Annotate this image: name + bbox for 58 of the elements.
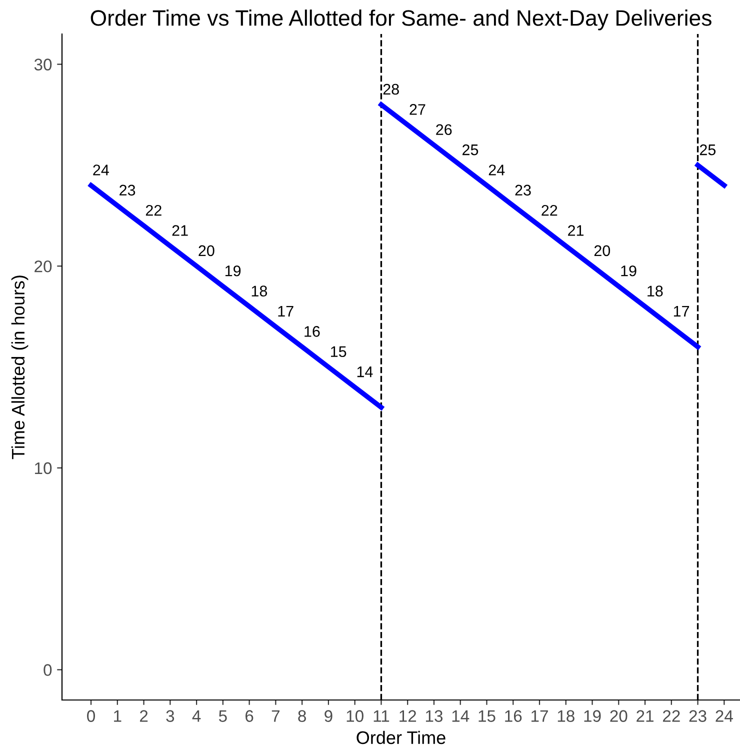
data-label: 23 bbox=[120, 184, 136, 196]
x-tick-label: 13 bbox=[426, 710, 443, 722]
x-tick-label: 8 bbox=[298, 710, 306, 722]
data-label: 26 bbox=[436, 124, 452, 136]
x-tick-label: 2 bbox=[140, 710, 148, 722]
x-tick-label: 10 bbox=[346, 710, 364, 722]
x-tick-label: 18 bbox=[558, 710, 574, 722]
data-label: 24 bbox=[488, 164, 505, 176]
x-tick-label: 17 bbox=[532, 710, 548, 722]
line-series bbox=[378, 102, 700, 350]
data-label: 25 bbox=[462, 144, 478, 156]
data-label: 27 bbox=[410, 104, 426, 115]
data-label: 19 bbox=[225, 265, 241, 276]
x-tick-label: 15 bbox=[478, 710, 496, 722]
x-tick-label: 4 bbox=[192, 710, 201, 722]
y-tick-label: 0 bbox=[44, 664, 52, 676]
data-label: 21 bbox=[568, 225, 584, 236]
data-label: 18 bbox=[252, 286, 268, 296]
data-label: 18 bbox=[648, 286, 663, 296]
data-label: 17 bbox=[674, 306, 690, 317]
x-tick-label: 23 bbox=[689, 710, 706, 722]
x-tick-label: 12 bbox=[400, 710, 416, 722]
y-tick-label: 10 bbox=[35, 462, 52, 474]
x-axis-title: Order Time bbox=[356, 730, 446, 744]
y-tick-label: 30 bbox=[34, 58, 52, 70]
x-tick-label: 19 bbox=[584, 710, 601, 722]
x-tick-label: 9 bbox=[324, 710, 332, 722]
data-label: 23 bbox=[515, 184, 531, 196]
x-tick-label: 21 bbox=[636, 710, 654, 722]
chart-title: Order Time vs Time Allotted for Same- and Next-Day Deliveries bbox=[90, 10, 712, 30]
x-tick-label: 22 bbox=[662, 710, 680, 722]
data-label: 20 bbox=[594, 245, 610, 256]
data-label: 16 bbox=[304, 326, 320, 337]
data-label: 25 bbox=[700, 144, 716, 156]
data-label: 19 bbox=[621, 265, 636, 276]
x-tick-label: 20 bbox=[610, 710, 628, 722]
data-label: 21 bbox=[172, 225, 188, 236]
y-tick-label: 20 bbox=[34, 260, 52, 272]
data-label: 15 bbox=[331, 346, 346, 358]
x-tick-label: 0 bbox=[87, 710, 96, 722]
data-label: 20 bbox=[198, 245, 214, 256]
x-tick-label: 11 bbox=[374, 710, 390, 722]
data-label: 14 bbox=[357, 366, 373, 378]
x-tick-label: 14 bbox=[452, 710, 470, 722]
data-label: 28 bbox=[383, 84, 399, 95]
x-tick-label: 16 bbox=[505, 710, 522, 722]
line-series bbox=[88, 182, 384, 410]
data-label: 22 bbox=[542, 204, 558, 216]
x-tick-label: 5 bbox=[218, 710, 227, 722]
data-label: 17 bbox=[278, 306, 294, 317]
data-label: 22 bbox=[146, 204, 162, 216]
x-tick-label: 1 bbox=[114, 710, 122, 722]
x-tick-label: 6 bbox=[246, 710, 254, 722]
data-label: 24 bbox=[93, 164, 109, 176]
x-tick-label: 7 bbox=[272, 710, 280, 722]
x-tick-label: 24 bbox=[716, 710, 733, 722]
x-tick-label: 3 bbox=[166, 710, 174, 722]
y-axis-title: Time Allotted (in hours) bbox=[11, 276, 28, 460]
